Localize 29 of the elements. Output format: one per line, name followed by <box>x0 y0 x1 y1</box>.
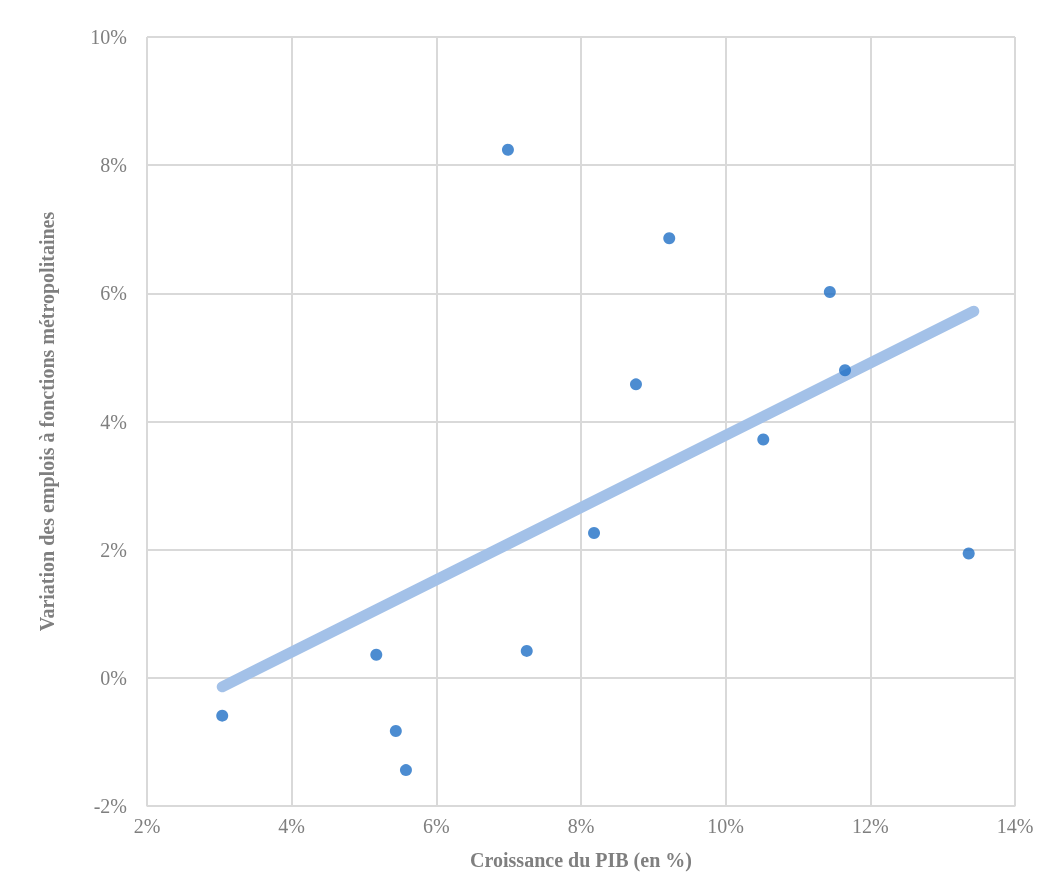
x-tick-label: 8% <box>567 815 595 837</box>
x-tick-label: 12% <box>852 815 889 837</box>
point <box>757 433 770 446</box>
y-axis-title: Variation des emplois à fonctions métropolitaines <box>36 211 59 632</box>
point <box>520 644 533 657</box>
point <box>839 364 852 377</box>
x-tick-label: 10% <box>707 815 744 837</box>
point <box>962 547 975 560</box>
point <box>629 378 642 391</box>
y-tick-label: 4% <box>100 410 127 433</box>
point <box>399 764 412 777</box>
x-tick-label: 4% <box>278 815 305 837</box>
point <box>823 286 836 299</box>
y-tick-label: 0% <box>100 666 127 689</box>
point <box>389 725 402 738</box>
y-tick-label: 6% <box>100 282 127 305</box>
x-tick-label: 6% <box>423 815 450 837</box>
y-tick-label: 10% <box>90 26 127 48</box>
y-tick-label: 2% <box>100 538 127 561</box>
point <box>588 527 601 539</box>
point <box>216 709 229 722</box>
point <box>663 232 676 245</box>
y-tick-label: 8% <box>100 154 127 177</box>
point <box>501 143 514 156</box>
point <box>370 648 383 661</box>
y-tick-label: -2% <box>93 795 127 817</box>
x-tick-label: 14% <box>996 815 1034 837</box>
x-tick-label: 2% <box>133 815 161 837</box>
x-axis-title: Croissance du PIB (en %) <box>470 849 692 872</box>
